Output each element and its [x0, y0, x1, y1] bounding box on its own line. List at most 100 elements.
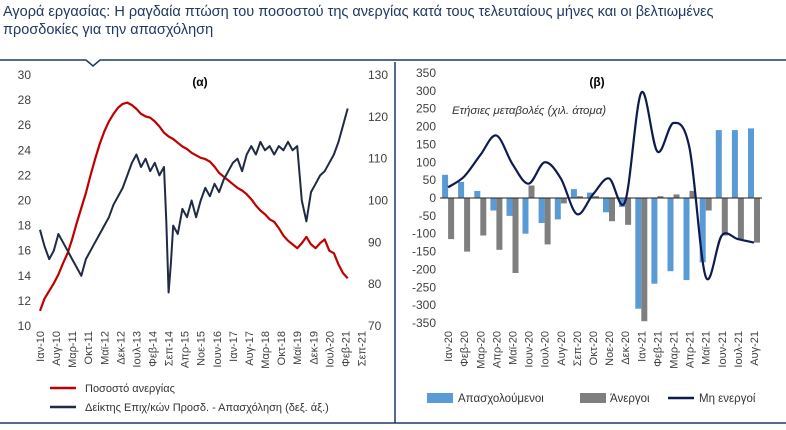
bar-unemployed — [673, 194, 680, 198]
y-tick-label: -250 — [412, 280, 436, 294]
bar-unemployed — [625, 198, 632, 225]
bar-unemployed — [496, 198, 503, 250]
x-tick-label: Οκτ-18 — [276, 331, 288, 365]
y-right-tick-label: 130 — [368, 68, 388, 82]
bar-employed — [667, 198, 674, 272]
x-tick-label: Αυγ-20 — [556, 331, 568, 366]
x-tick-label: Μαρ-21 — [668, 331, 680, 369]
x-tick-label: Ιουν-21 — [717, 331, 729, 368]
bar-unemployed — [560, 198, 567, 204]
figure-title: Αγορά εργασίας: Η ραγδαία πτώση του ποσο… — [3, 4, 714, 38]
bar-unemployed — [754, 198, 760, 243]
legend-label: Απασχολούμενοι — [458, 393, 544, 405]
bar-unemployed — [480, 198, 487, 236]
bar-employed — [715, 130, 722, 198]
bar-unemployed — [464, 198, 471, 252]
x-tick-label: Αυγ-17 — [244, 331, 256, 366]
bar-employed — [474, 190, 481, 198]
bar-unemployed — [609, 198, 615, 222]
x-tick-label: Ιαν-20 — [443, 331, 455, 362]
panel-b-label: (β) — [589, 75, 604, 89]
x-tick-label: Ιουλ-13 — [131, 331, 143, 368]
legend-label: Μη ενεργοί — [699, 393, 756, 405]
x-tick-label: Απρ-20 — [491, 331, 503, 368]
bar-unemployed — [657, 196, 664, 198]
bar-employed — [619, 198, 626, 207]
panel-a-label: (α) — [192, 75, 207, 89]
y-left-tick-label: 20 — [18, 194, 32, 208]
y-left-tick-label: 12 — [18, 294, 32, 308]
x-tick-label: Ιουν-20 — [524, 331, 536, 368]
x-tick-label: Σεπ-20 — [572, 331, 584, 366]
x-tick-label: Ιουλ-20 — [540, 331, 552, 368]
bar-employed — [587, 192, 593, 198]
x-tick-label: Σεπ-14 — [164, 331, 176, 366]
y-right-tick-label: 100 — [368, 194, 388, 208]
y-right-tick-label: 120 — [368, 110, 388, 124]
series-line-employment-expectations — [39, 108, 349, 294]
x-tick-label: Ιουλ-20 — [324, 331, 336, 368]
series-line-unemployment-rate — [38, 101, 349, 312]
y-right-tick-label: 90 — [368, 235, 382, 249]
y-tick-label: -350 — [412, 316, 436, 330]
bar-employed — [731, 130, 738, 198]
bar-unemployed — [705, 198, 712, 211]
y-left-tick-label: 24 — [18, 143, 32, 157]
x-tick-label: Νοε-15 — [196, 331, 208, 366]
y-tick-label: 100 — [416, 155, 436, 169]
y-tick-label: 300 — [416, 84, 436, 98]
y-left-tick-label: 18 — [18, 219, 32, 233]
y-tick-label: 0 — [429, 191, 436, 205]
y-right-tick-label: 70 — [368, 319, 382, 333]
x-tick-label: Μαϊ-20 — [507, 331, 519, 365]
x-tick-label: Ιαν-21 — [636, 331, 648, 362]
bar-employed — [570, 189, 577, 198]
x-tick-label: Ιαν-17 — [228, 331, 240, 362]
y-tick-label: 150 — [416, 137, 436, 151]
chart-a: (α) 10 12 14 16 18 20 22 24 26 28 30 70 80 90 100 110 120… — [18, 68, 389, 414]
legend-label: Ποσοστό ανεργίας — [85, 383, 175, 395]
x-tick-label: Νοε-20 — [604, 331, 616, 366]
x-tick-label: Μαϊ-21 — [701, 331, 713, 365]
bar-employed — [554, 198, 561, 220]
bar-employed — [683, 198, 690, 281]
x-tick-label: Μαρ-11 — [67, 331, 79, 368]
x-tick-label: Δεκ-12 — [115, 331, 127, 365]
x-tick-label: Οκτ-11 — [83, 331, 95, 364]
x-tick-label: Δεκ-20 — [620, 331, 632, 365]
bar-unemployed — [528, 185, 535, 198]
bar-unemployed — [689, 190, 696, 198]
y-tick-label: -50 — [419, 209, 437, 223]
x-tick-label: Φεβ-20 — [459, 331, 471, 367]
x-tick-label: Ιαν-10 — [35, 331, 47, 362]
x-tick-label: Ιουλ-21 — [733, 331, 745, 368]
y-tick-label: 250 — [416, 102, 436, 116]
bar-employed — [490, 198, 497, 211]
y-tick-label: -100 — [412, 227, 436, 241]
legend-label: Άνεργοι — [610, 393, 650, 405]
legend-swatch — [580, 393, 606, 403]
chart-b: (β) -350 -300 -250 -200 -150 -100 -50 0 50 100 150 2… — [412, 66, 762, 405]
bar-employed — [603, 198, 609, 213]
x-tick-label: Μαϊ-19 — [292, 331, 304, 365]
x-tick-label: Φεβ-21 — [340, 331, 352, 367]
x-tick-label: Δεκ-19 — [308, 331, 320, 365]
x-tick-label: Μαϊ-12 — [99, 331, 111, 365]
x-tick-label: Μαρ-18 — [260, 331, 272, 369]
y-tick-label: 200 — [416, 120, 436, 134]
y-right-tick-label: 110 — [368, 152, 387, 166]
bar-unemployed — [737, 198, 744, 240]
frame-top-line — [0, 59, 786, 67]
bar-employed — [442, 174, 449, 198]
legend-label: Δείκτης Επιχ/κών Προσδ. - Απασχόληση (δε… — [85, 402, 329, 414]
y-left-tick-label: 22 — [18, 168, 32, 182]
series-line-inactive — [447, 91, 755, 281]
bar-employed — [748, 128, 754, 198]
bar-unemployed — [593, 196, 599, 198]
y-left-tick-label: 28 — [18, 93, 32, 107]
x-tick-label: Οκτ-20 — [588, 331, 600, 365]
y-right-tick-label: 80 — [368, 277, 382, 291]
x-tick-label: Φεβ-14 — [148, 331, 160, 367]
y-left-tick-label: 14 — [18, 269, 32, 283]
